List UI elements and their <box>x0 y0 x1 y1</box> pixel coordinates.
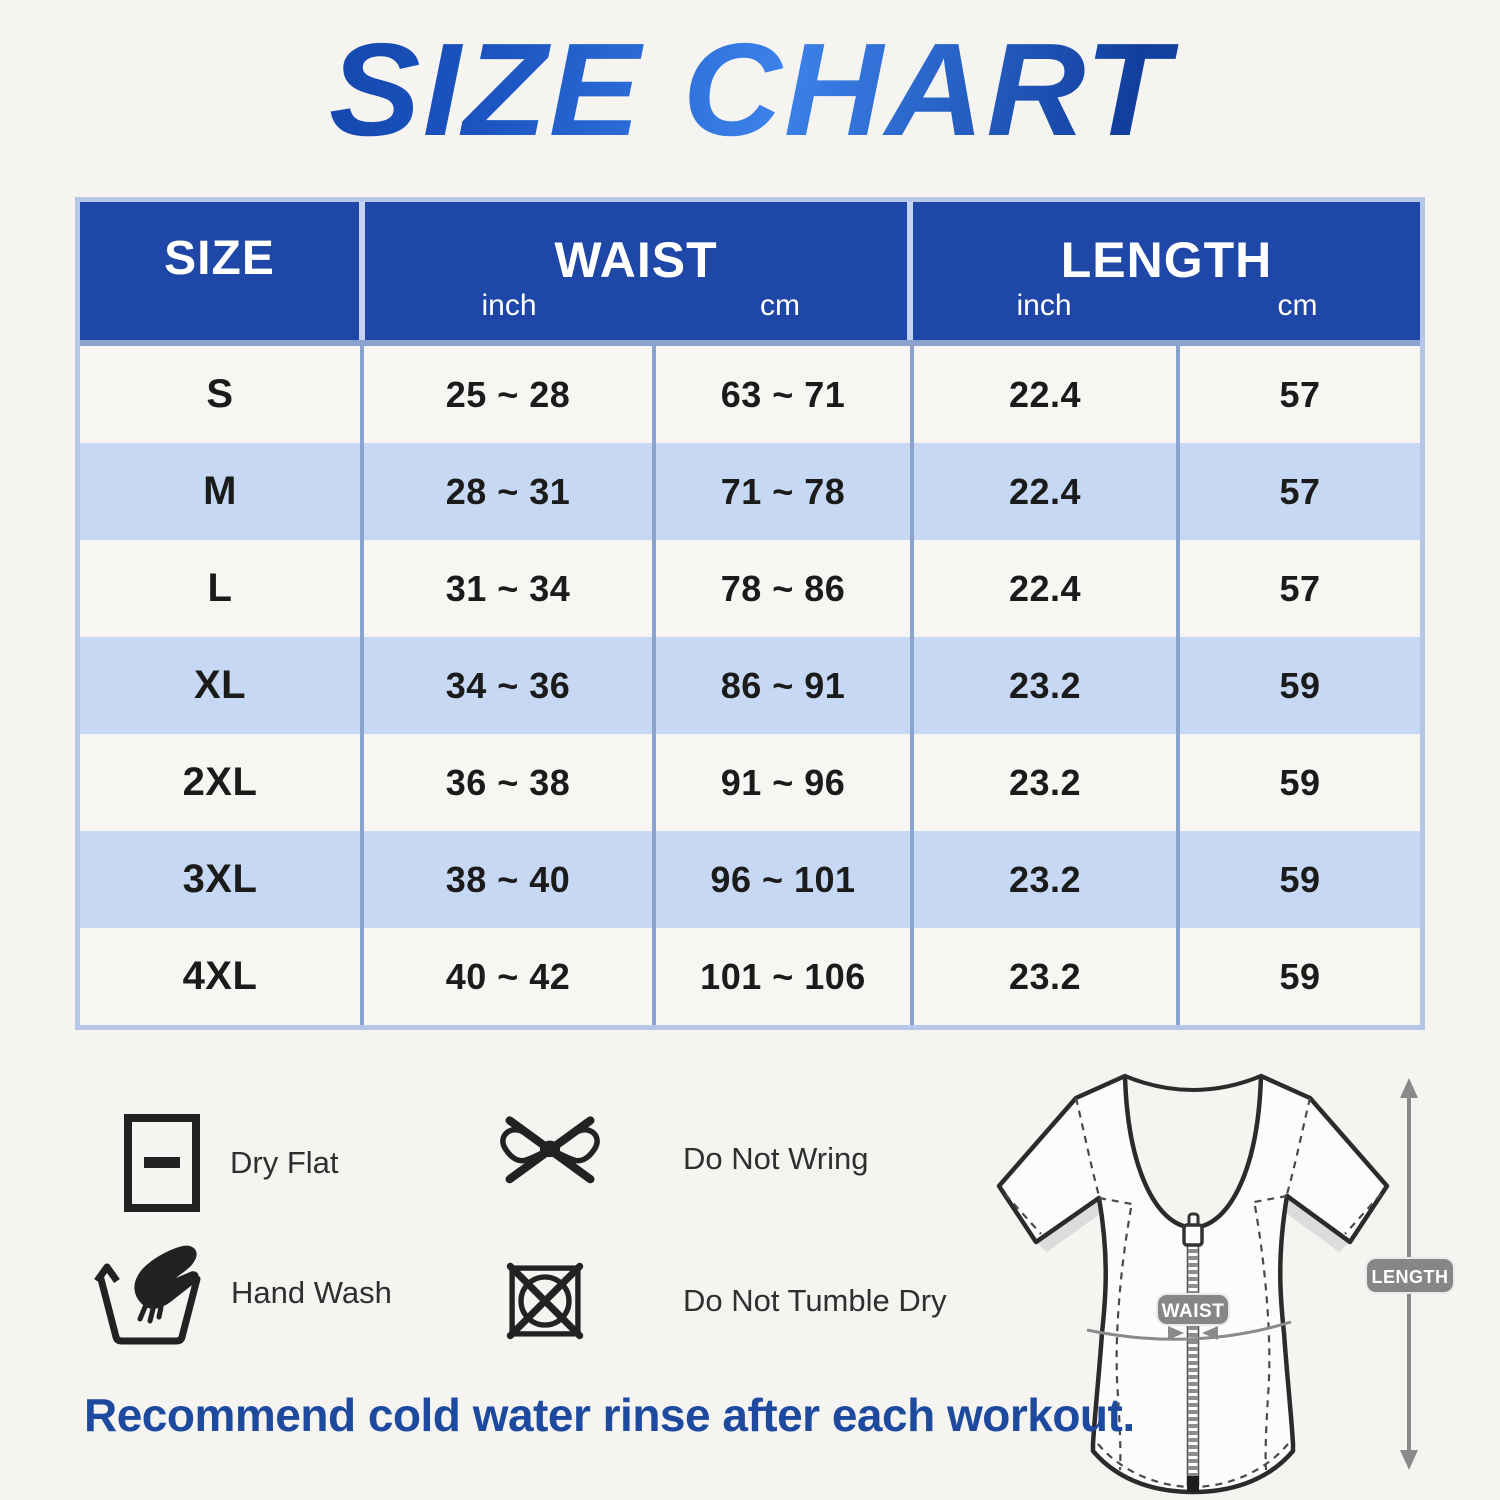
size-cell: 3XL <box>80 831 360 928</box>
table-row: 2XL 36 ~ 38 91 ~ 96 23.2 59 <box>80 734 1420 831</box>
length-inch-cell: 23.2 <box>914 734 1176 831</box>
waist-measure-label: WAIST <box>1162 1301 1225 1322</box>
length-inch-cell: 23.2 <box>914 928 1176 1025</box>
table-row: L 31 ~ 34 78 ~ 86 22.4 57 <box>80 540 1420 637</box>
header-length: LENGTH inch cm <box>913 202 1420 340</box>
length-cm-cell: 59 <box>1180 928 1420 1025</box>
length-cm-cell: 57 <box>1180 540 1420 637</box>
length-cm-cell: 59 <box>1180 831 1420 928</box>
length-cm-cell: 59 <box>1180 637 1420 734</box>
length-inch-cell: 23.2 <box>914 637 1176 734</box>
care-label: Dry Flat <box>230 1145 339 1180</box>
size-cell: L <box>80 540 360 637</box>
waist-inch-cell: 31 ~ 34 <box>364 540 652 637</box>
do-not-tumble-dry-icon <box>506 1262 584 1340</box>
waist-cm-cell: 71 ~ 78 <box>656 443 910 540</box>
length-unit-cm: cm <box>1277 288 1318 322</box>
care-label: Do Not Tumble Dry <box>683 1283 947 1318</box>
care-item-hand-wash: Hand Wash <box>92 1238 392 1348</box>
hand-wash-icon <box>93 1245 200 1345</box>
table-row: S 25 ~ 28 63 ~ 71 22.4 57 <box>80 346 1420 443</box>
garment-diagram: WAIST LENGTH <box>996 1073 1455 1495</box>
waist-inch-cell: 34 ~ 36 <box>364 637 652 734</box>
waist-unit-cm: cm <box>760 288 800 322</box>
size-table: SIZE WAIST inch cm LENGTH inch cm S 25 ~… <box>75 197 1425 1030</box>
header-size: SIZE <box>80 202 359 340</box>
table-header: SIZE WAIST inch cm LENGTH inch cm <box>80 202 1420 340</box>
waist-cm-cell: 86 ~ 91 <box>656 637 910 734</box>
waist-inch-cell: 28 ~ 31 <box>364 443 652 540</box>
table-row: M 28 ~ 31 71 ~ 78 22.4 57 <box>80 443 1420 540</box>
length-inch-cell: 22.4 <box>914 346 1176 443</box>
header-waist-label: WAIST <box>554 231 718 288</box>
footer-note: Recommend cold water rinse after each wo… <box>84 1389 1135 1441</box>
care-item-do-not-tumble-dry: Do Not Tumble Dry <box>505 1246 947 1356</box>
table-row: 4XL 40 ~ 42 101 ~ 106 23.2 59 <box>80 928 1420 1025</box>
waist-cm-cell: 101 ~ 106 <box>656 928 910 1025</box>
waist-inch-cell: 36 ~ 38 <box>364 734 652 831</box>
length-cm-cell: 57 <box>1180 443 1420 540</box>
length-inch-cell: 23.2 <box>914 831 1176 928</box>
zipper <box>1182 1212 1204 1492</box>
length-inch-cell: 22.4 <box>914 443 1176 540</box>
table-row: 3XL 38 ~ 40 96 ~ 101 23.2 59 <box>80 831 1420 928</box>
length-cm-cell: 59 <box>1180 734 1420 831</box>
size-cell: 4XL <box>80 928 360 1025</box>
waist-inch-cell: 40 ~ 42 <box>364 928 652 1025</box>
waist-cm-cell: 96 ~ 101 <box>656 831 910 928</box>
waist-unit-inch: inch <box>481 288 537 322</box>
length-measure-label: LENGTH <box>1372 1267 1449 1287</box>
care-label: Do Not Wring <box>683 1141 869 1176</box>
header-waist: WAIST inch cm <box>365 202 907 340</box>
header-length-label: LENGTH <box>1060 231 1273 288</box>
sleeve-band-right <box>1278 1196 1350 1252</box>
waist-cm-cell: 91 ~ 96 <box>656 734 910 831</box>
sleeve-band-left <box>1036 1198 1108 1252</box>
length-cm-cell: 57 <box>1180 346 1420 443</box>
waist-cm-cell: 78 ~ 86 <box>656 540 910 637</box>
length-inch-cell: 22.4 <box>914 540 1176 637</box>
waist-inch-cell: 38 ~ 40 <box>364 831 652 928</box>
page-title: SIZE CHART <box>0 14 1500 165</box>
waist-cm-cell: 63 ~ 71 <box>656 346 910 443</box>
collar-line <box>1124 1074 1262 1092</box>
size-cell: S <box>80 346 360 443</box>
do-not-wring-icon <box>500 1116 600 1184</box>
waist-measure: WAIST <box>1086 1293 1292 1341</box>
care-item-do-not-wring: Do Not Wring <box>495 1104 869 1214</box>
size-cell: M <box>80 443 360 540</box>
waist-inch-cell: 25 ~ 28 <box>364 346 652 443</box>
care-label: Hand Wash <box>231 1275 392 1310</box>
size-cell: XL <box>80 637 360 734</box>
length-measure: LENGTH <box>1365 1078 1455 1470</box>
size-cell: 2XL <box>80 734 360 831</box>
care-item-dry-flat: Dry Flat <box>118 1108 339 1218</box>
dry-flat-icon <box>124 1114 200 1212</box>
length-unit-inch: inch <box>1016 288 1072 322</box>
table-row: XL 34 ~ 36 86 ~ 91 23.2 59 <box>80 637 1420 734</box>
table-body: S 25 ~ 28 63 ~ 71 22.4 57 M 28 ~ 31 71 ~… <box>80 346 1420 1025</box>
